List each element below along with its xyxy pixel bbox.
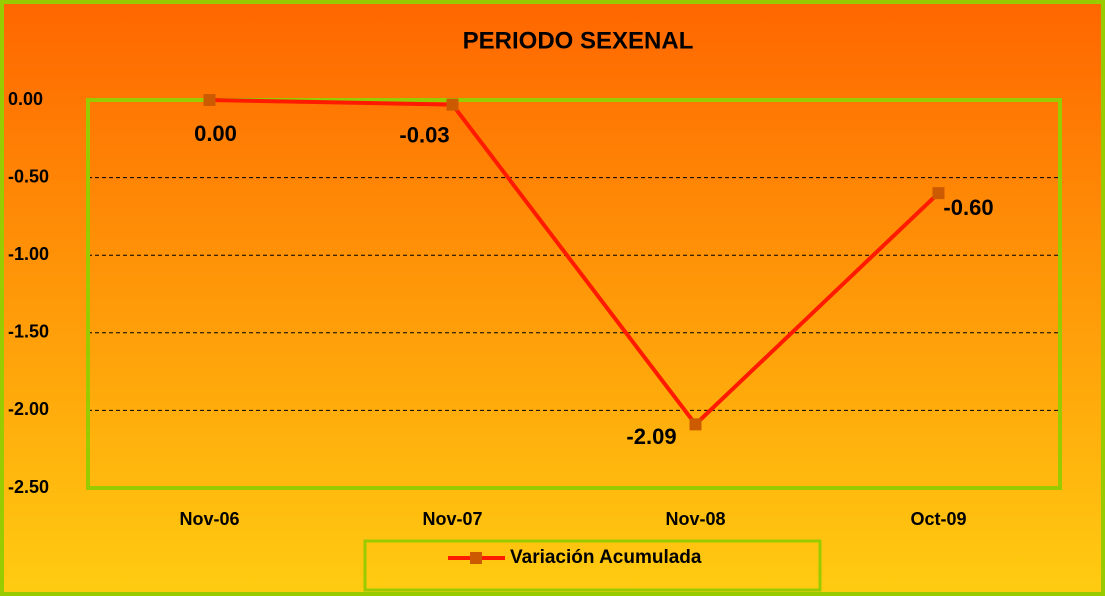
- legend-marker: [470, 552, 482, 564]
- y-tick-label: -0.50: [8, 166, 49, 186]
- point-marker: [203, 94, 216, 106]
- point-marker: [446, 98, 459, 111]
- data-label: -0.03: [399, 122, 449, 147]
- legend-box: [363, 539, 822, 592]
- x-tick-label: Nov-08: [665, 509, 725, 529]
- x-tick-label: Nov-06: [179, 509, 239, 529]
- y-tick-label: -2.50: [8, 477, 49, 497]
- x-tick-label: Oct-09: [910, 509, 966, 529]
- y-tick-label: -1.50: [8, 322, 49, 342]
- point-marker: [932, 187, 945, 200]
- y-tick-label: -2.00: [8, 399, 49, 419]
- x-tick-label: Nov-07: [422, 509, 482, 529]
- data-label: 0.00: [194, 121, 237, 146]
- y-tick-label: 0.00: [8, 89, 43, 109]
- point-marker: [689, 418, 702, 431]
- series-line: [209, 98, 940, 428]
- y-tick-label: -1.00: [8, 244, 49, 264]
- data-label: -2.09: [626, 424, 676, 449]
- data-label: -0.60: [943, 195, 993, 220]
- chart-title: PERIODO SEXENAL: [463, 27, 694, 54]
- legend-label: Variación Acumulada: [510, 547, 702, 568]
- plot-border: [86, 98, 1062, 490]
